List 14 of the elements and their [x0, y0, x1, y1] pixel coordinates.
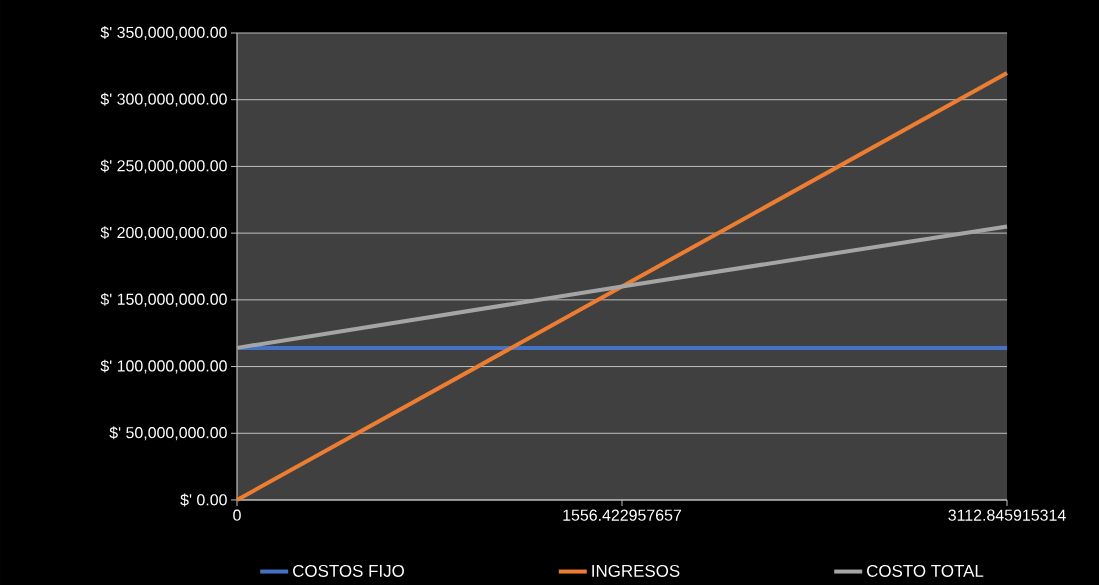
y-tick-label: $' 50,000,000.00	[109, 426, 227, 441]
y-tick-label: $' 0.00	[180, 493, 227, 507]
legend-label: INGRESOS	[592, 564, 680, 577]
legend-label: COSTO TOTAL	[867, 564, 984, 577]
y-tick-label: $' 100,000,000.00	[100, 359, 227, 374]
x-tick-label: 0	[233, 509, 241, 521]
x-tick-label: 3112.845915314	[948, 509, 1066, 521]
legend-label: COSTOS FIJO	[293, 564, 404, 577]
y-tick-label: $' 200,000,000.00	[100, 226, 227, 241]
y-tick-label: $' 150,000,000.00	[100, 292, 227, 307]
x-tick-label: 1556.422957657	[563, 509, 682, 521]
y-tick-label: $' 250,000,000.00	[100, 159, 227, 174]
y-tick-label: $' 350,000,000.00	[100, 26, 227, 40]
y-tick-label: $' 300,000,000.00	[100, 92, 227, 107]
